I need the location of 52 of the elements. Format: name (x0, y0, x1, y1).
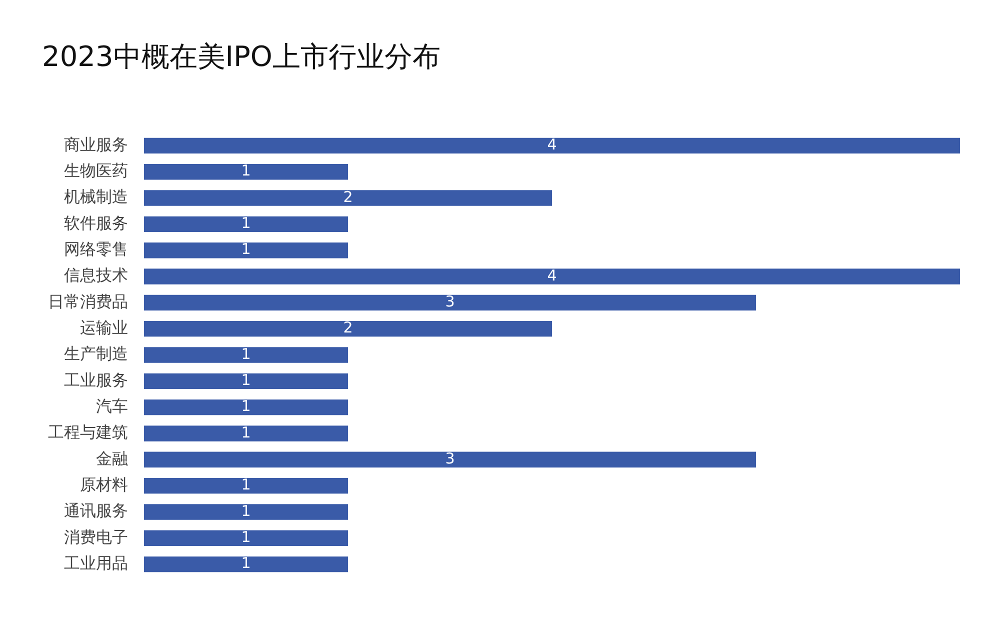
bar (144, 478, 348, 494)
chart-title: 2023中概在美IPO上市行业分布 (42, 39, 440, 75)
y-tick-label: 工业服务 (64, 370, 128, 390)
bar (144, 399, 348, 416)
y-tick-label: 运输业 (80, 318, 128, 337)
y-tick-label: 信息技术 (64, 266, 128, 285)
y-tick-label: 生产制造 (64, 344, 128, 364)
data-label: 2 (343, 188, 353, 206)
bar (144, 347, 348, 363)
data-label: 1 (241, 528, 251, 546)
data-label: 1 (241, 423, 251, 442)
bar (144, 164, 348, 180)
data-label: 1 (241, 344, 251, 363)
data-label: 1 (241, 397, 251, 416)
data-label: 1 (241, 240, 251, 258)
bar (144, 138, 960, 154)
y-tick-label: 工程与建筑 (48, 422, 128, 442)
y-tick-label: 通讯服务 (64, 501, 128, 520)
data-label: 1 (241, 554, 251, 572)
bar (144, 242, 348, 258)
bar (144, 190, 552, 206)
data-label: 3 (445, 450, 455, 468)
data-label: 4 (547, 136, 557, 154)
y-tick-label: 商业服务 (64, 134, 128, 154)
y-tick-label: 工业用品 (64, 553, 128, 572)
bar (144, 530, 348, 546)
y-tick-label: 金融 (96, 448, 128, 468)
bar (144, 373, 348, 390)
bar (144, 294, 756, 311)
y-tick-label: 网络零售 (64, 239, 128, 258)
data-label: 2 (343, 318, 353, 337)
bar (144, 320, 552, 337)
y-tick-label: 原材料 (80, 474, 128, 494)
bar (144, 268, 960, 284)
data-label: 1 (241, 214, 251, 232)
bar (144, 452, 756, 468)
data-label: 1 (241, 162, 251, 180)
y-tick-label: 机械制造 (64, 187, 128, 206)
bar (144, 426, 348, 442)
y-tick-label: 汽车 (96, 396, 128, 416)
y-tick-label: 生物医药 (64, 161, 128, 180)
data-label: 1 (241, 476, 251, 494)
y-tick-label: 消费电子 (64, 527, 128, 546)
y-tick-label: 日常消费品 (48, 292, 128, 311)
data-label: 1 (241, 371, 251, 390)
bar (144, 504, 348, 520)
data-label: 3 (445, 292, 455, 311)
data-label: 1 (241, 502, 251, 520)
bar (144, 216, 348, 232)
bar (144, 556, 348, 572)
data-label: 4 (547, 266, 557, 284)
y-tick-label: 软件服务 (64, 213, 128, 232)
